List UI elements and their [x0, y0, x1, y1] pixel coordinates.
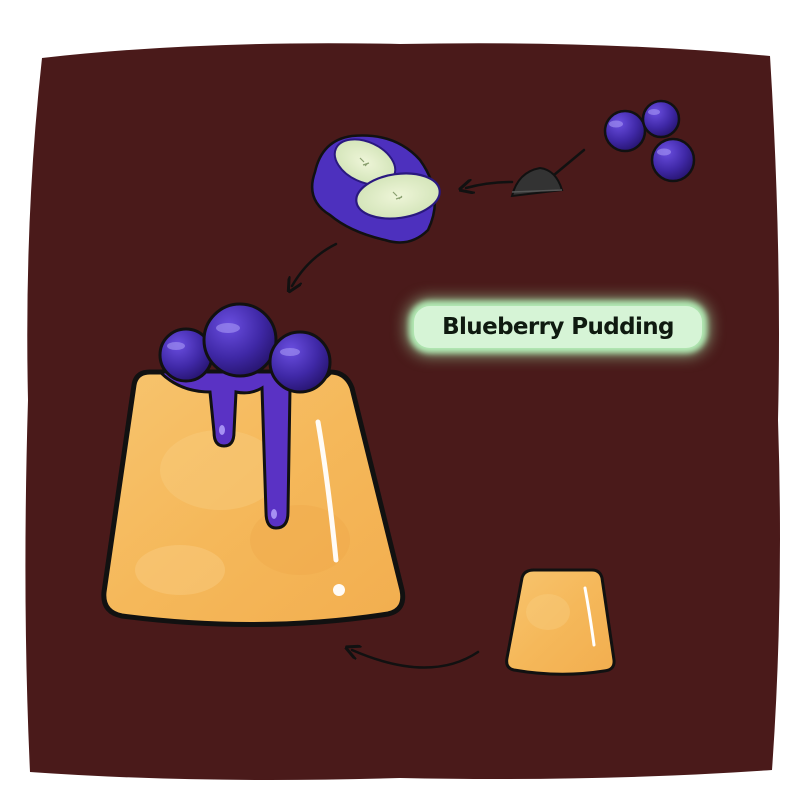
blueberries-icon: [603, 99, 696, 183]
flat-iron-icon: [510, 148, 586, 198]
cut-berry-icon: [310, 134, 441, 244]
plain-pudding-icon: [505, 568, 616, 676]
arrow-icon: [292, 242, 338, 286]
arrow-icon: [352, 650, 480, 669]
arrow-icon: [466, 182, 514, 188]
blueberry-pudding-icon: [101, 302, 406, 628]
title-label: Blueberry Pudding: [414, 306, 702, 348]
